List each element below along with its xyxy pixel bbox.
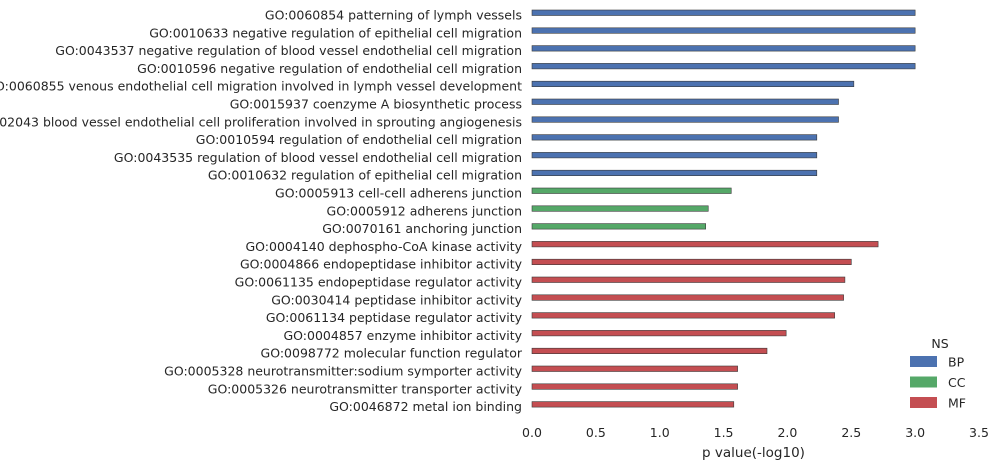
bar-bp: [531, 63, 916, 70]
x-tick-label: 2.0: [777, 425, 797, 440]
category-label: GO:0005913 cell-cell adherens junction: [275, 186, 522, 201]
category-label: GO:0098772 molecular function regulator: [261, 346, 523, 361]
legend-label-bp: BP: [948, 355, 965, 370]
legend-swatch-bp: [910, 356, 937, 367]
bar-mf: [531, 330, 787, 337]
legend-title: NS: [931, 336, 948, 351]
legend-label-cc: CC: [948, 375, 966, 390]
bar-mf: [531, 383, 738, 390]
bar-mf: [531, 401, 735, 408]
legend-swatch-cc: [910, 376, 937, 388]
x-tick-label: 1.5: [714, 425, 734, 440]
bar-bp: [531, 134, 818, 141]
bar-bp: [531, 152, 818, 159]
bar-cc: [531, 223, 706, 230]
category-label: GO:0061134 peptidase regulator activity: [266, 310, 523, 325]
category-labels: GO:0060854 patterning of lymph vessels GO…: [0, 8, 523, 415]
category-label: GO:0005326 neurotransmitter transporter …: [208, 381, 523, 396]
x-axis-title: p value(-log10): [702, 445, 805, 461]
category-label: GO:0004866 endopeptidase inhibitor activ…: [240, 257, 523, 272]
x-tick-label: 2.5: [841, 425, 861, 440]
bar-bp: [531, 27, 916, 34]
category-label: GO:0070161 anchoring junction: [322, 221, 522, 236]
category-label: GO:0015937 coenzyme A biosynthetic proce…: [230, 97, 522, 112]
bar-mf: [531, 241, 879, 248]
category-label: GO:0060854 patterning of lymph vessels: [265, 8, 522, 23]
bar-bp: [531, 45, 916, 52]
bar-mf: [531, 258, 852, 266]
bar-mf: [531, 347, 768, 355]
bar-bp: [531, 116, 839, 123]
x-tick-label: 3.0: [905, 425, 925, 440]
category-label: GO:0060855 venous endothelial cell migra…: [0, 79, 522, 94]
bar-mf: [531, 312, 835, 319]
bar-bp: [531, 98, 839, 105]
category-label: GO:0043535 regulation of blood vessel en…: [114, 150, 522, 165]
category-label: GO:0010632 regulation of epithelial cell…: [208, 168, 522, 183]
bar-mf: [531, 276, 846, 283]
category-label: GO:0010596 negative regulation of endoth…: [137, 61, 522, 76]
bar-mf: [531, 365, 738, 372]
category-label: GO:0061135 endopeptidase regulator activ…: [235, 275, 523, 290]
category-label: GO:0005328 neurotransmitter:sodium sympo…: [164, 364, 522, 379]
category-label: GO:0004140 dephospho-CoA kinase activity: [246, 239, 523, 254]
category-label: GO:0005912 adherens junction: [327, 203, 522, 218]
x-axis-ticks: 0.0 0.5 1.0 1.5 2.0 2.5 3.0 3.5: [522, 425, 989, 440]
category-label: GO:0046872 metal ion binding: [329, 399, 522, 414]
x-tick-label: 3.5: [969, 425, 989, 440]
x-tick-label: 0.5: [586, 425, 606, 440]
legend-label-mf: MF: [948, 396, 966, 411]
legend: NS BP CC MF: [910, 336, 966, 411]
category-label: GO:0043537 negative regulation of blood …: [55, 43, 522, 58]
bar-bp: [531, 9, 916, 16]
category-label: GO:0002043 blood vessel endothelial cell…: [0, 114, 522, 129]
x-tick-label: 0.0: [522, 425, 542, 440]
legend-swatch-mf: [910, 397, 937, 408]
category-label: GO:0010633 negative regulation of epithe…: [149, 25, 522, 40]
bar-bp: [531, 80, 855, 87]
x-tick-label: 1.0: [650, 425, 670, 440]
category-label: GO:0004857 enzyme inhibitor activity: [283, 328, 522, 343]
category-label: GO:0010594 regulation of endothelial cel…: [196, 132, 522, 147]
bars-group: [531, 9, 916, 408]
bar-mf: [531, 294, 844, 301]
bar-cc: [531, 187, 732, 194]
bar-cc: [531, 205, 709, 212]
category-label: GO:0030414 peptidase inhibitor activity: [271, 292, 522, 307]
bar-bp: [531, 169, 818, 176]
